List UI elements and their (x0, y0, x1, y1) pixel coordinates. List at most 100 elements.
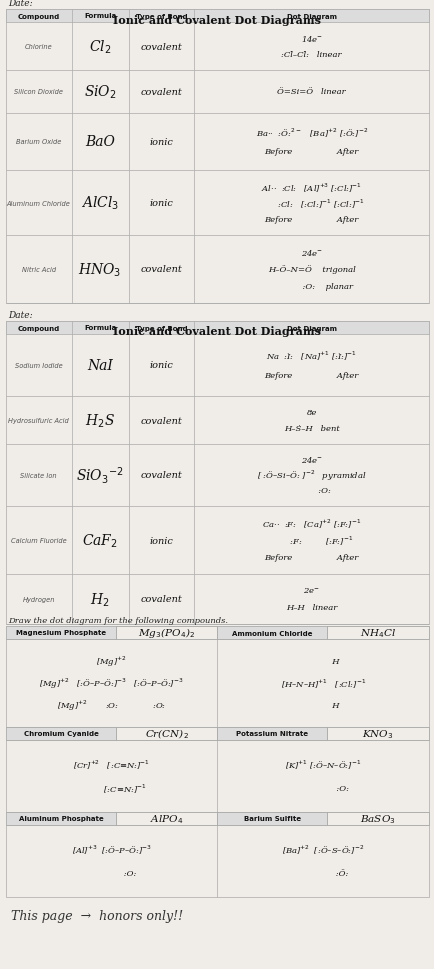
Text: Type of Bond: Type of Bond (135, 14, 187, 19)
Bar (116, 812, 217, 826)
Bar (327, 812, 428, 826)
Text: NaI: NaI (87, 359, 113, 373)
Text: This page  →  honors only!!: This page → honors only!! (11, 909, 183, 922)
Text: Nitric Acid: Nitric Acid (22, 266, 56, 272)
Text: HNO$_3$: HNO$_3$ (78, 261, 122, 278)
Text: Barium Sulfite: Barium Sulfite (243, 816, 300, 822)
Text: Compound: Compound (18, 14, 60, 19)
Bar (217, 812, 327, 826)
Text: Draw the dot diagram for the following compounds.: Draw the dot diagram for the following c… (8, 616, 227, 624)
Text: covalent: covalent (140, 416, 182, 425)
Text: CaF$_2$: CaF$_2$ (82, 532, 118, 549)
Text: Before                 After: Before After (264, 215, 358, 224)
Text: Ba··  :Ö:$^{2-}$   [Ba]$^{+2}$ [:Ö:]$^{-2}$: Ba·· :Ö:$^{2-}$ [Ba]$^{+2}$ [:Ö:]$^{-2}$ (255, 127, 367, 140)
Text: :O:    planar: :O: planar (270, 283, 352, 291)
Text: :O:: :O: (296, 784, 349, 793)
Text: [Ba]$^{+2}$  [:Ö–S–Ö:]$^{-2}$: [Ba]$^{+2}$ [:Ö–S–Ö:]$^{-2}$ (282, 843, 364, 856)
Text: Before                 After: Before After (264, 148, 358, 156)
Text: 14e$^{-}$: 14e$^{-}$ (300, 34, 322, 44)
Text: Before                 After: Before After (264, 372, 358, 380)
Text: Na  :İ:   [Na]$^{+1}$ [:İ:]$^{-1}$: Na :İ: [Na]$^{+1}$ [:İ:]$^{-1}$ (266, 349, 356, 361)
Text: Chlorine: Chlorine (25, 44, 53, 50)
Text: 24e$^{-}$: 24e$^{-}$ (300, 455, 322, 465)
Text: Sodium Iodide: Sodium Iodide (15, 362, 62, 368)
Text: [Mg]$^{+2}$       :O:             :O:: [Mg]$^{+2}$ :O: :O: (57, 698, 166, 712)
Text: Ö=Si=Ö   linear: Ö=Si=Ö linear (276, 88, 345, 96)
Text: Dot Diagram: Dot Diagram (286, 14, 336, 19)
Text: Ionic and Covalent Dot Diagrams: Ionic and Covalent Dot Diagrams (113, 15, 321, 26)
Text: Aluminum Chloride: Aluminum Chloride (7, 201, 71, 206)
Text: covalent: covalent (140, 43, 182, 51)
Text: :Cl:   [:Cl:]$^{-1}$ [:Cl:]$^{-1}$: :Cl: [:Cl:]$^{-1}$ [:Cl:]$^{-1}$ (258, 197, 364, 209)
Text: Magnesium Phosphate: Magnesium Phosphate (16, 630, 106, 636)
Bar (327, 626, 428, 640)
Text: H–H   linear: H–H linear (285, 604, 336, 611)
Text: :Ö:: :Ö: (298, 869, 347, 877)
Text: [H–N–H]$^{+1}$   [:Cl:]$^{-1}$: [H–N–H]$^{+1}$ [:Cl:]$^{-1}$ (280, 677, 365, 690)
Text: :O:: :O: (87, 869, 136, 877)
Text: H$_2$S: H$_2$S (85, 412, 115, 429)
Text: AlPO$_4$: AlPO$_4$ (150, 812, 183, 825)
Bar (217, 626, 327, 640)
Text: ionic: ionic (149, 536, 173, 545)
Text: NH$_4$Cl: NH$_4$Cl (359, 626, 395, 640)
Text: Ammonium Chloride: Ammonium Chloride (232, 630, 312, 636)
Text: covalent: covalent (140, 266, 182, 274)
Text: Mg$_3$(PO$_4$)$_2$: Mg$_3$(PO$_4$)$_2$ (138, 626, 195, 640)
Text: Barium Oxide: Barium Oxide (16, 140, 61, 145)
Text: :Cl̇–Cl̇:   linear: :Cl̇–Cl̇: linear (281, 51, 341, 59)
Text: Type of Bond: Type of Bond (135, 326, 187, 331)
Text: Cr(CN)$_2$: Cr(CN)$_2$ (145, 727, 188, 740)
Bar (6, 626, 116, 640)
Text: Aluminum Phosphate: Aluminum Phosphate (19, 816, 103, 822)
Text: Potassium Nitrate: Potassium Nitrate (236, 731, 308, 736)
Text: covalent: covalent (140, 471, 182, 480)
Bar (6, 626, 428, 897)
Text: :F:         [:F:]$^{-1}$: :F: [:F:]$^{-1}$ (270, 534, 352, 547)
Text: Hydrosulfuric Acid: Hydrosulfuric Acid (8, 418, 69, 423)
Text: KNO$_3$: KNO$_3$ (362, 728, 393, 740)
Text: H: H (306, 702, 339, 709)
Text: Compound: Compound (18, 326, 60, 331)
Text: [:C≡N:]$^{-1}$: [:C≡N:]$^{-1}$ (77, 782, 146, 795)
Text: Hydrogen: Hydrogen (23, 596, 55, 603)
Text: SiO$_3$$^{-2}$: SiO$_3$$^{-2}$ (76, 465, 124, 486)
Text: 2e$^{-}$: 2e$^{-}$ (302, 586, 319, 596)
Text: [Cr]$^{+2}$   [:C≡N:]$^{-1}$: [Cr]$^{+2}$ [:C≡N:]$^{-1}$ (73, 758, 150, 770)
Text: [Mg]$^{+2}$: [Mg]$^{+2}$ (96, 654, 127, 669)
Text: Date:: Date: (8, 0, 33, 8)
Text: [Al]$^{+3}$  [:Ö–P–Ö:]$^{-3}$: [Al]$^{+3}$ [:Ö–P–Ö:]$^{-3}$ (72, 843, 151, 856)
Text: H–Ö–N=Ö    trigonal: H–Ö–N=Ö trigonal (267, 266, 355, 274)
Text: Ionic and Covalent Dot Diagrams: Ionic and Covalent Dot Diagrams (113, 326, 321, 336)
Text: Silicate Ion: Silicate Ion (20, 473, 57, 479)
Bar (6, 322, 428, 334)
Bar (6, 10, 428, 23)
Text: ionic: ionic (149, 199, 173, 207)
Text: Dot Diagram: Dot Diagram (286, 326, 336, 331)
Text: SiO$_2$: SiO$_2$ (84, 83, 116, 101)
Bar (6, 728, 116, 740)
Text: Calcium Fluoride: Calcium Fluoride (11, 538, 66, 544)
Text: H–Ṡ–H   bent: H–Ṡ–H bent (283, 424, 339, 432)
Text: Date:: Date: (8, 311, 33, 320)
Text: Before                 After: Before After (264, 553, 358, 561)
Text: H: H (306, 657, 339, 666)
Text: AlCl$_3$: AlCl$_3$ (81, 195, 119, 212)
Text: ionic: ionic (149, 361, 173, 370)
Text: Formula: Formula (84, 326, 116, 331)
Text: [Mg]$^{+2}$   [:Ö–P–Ö:]$^{-3}$   [:Ö–P–Ö:]$^{-3}$: [Mg]$^{+2}$ [:Ö–P–Ö:]$^{-3}$ [:Ö–P–Ö:]$^… (39, 676, 184, 691)
Bar (327, 728, 428, 740)
Text: Al··  :Cl:   [Al]$^{+3}$ [:Cl:]$^{-1}$: Al·· :Cl: [Al]$^{+3}$ [:Cl:]$^{-1}$ (260, 180, 361, 194)
Text: Ca··  :F:   [Ca]$^{+2}$ [:F:]$^{-1}$: Ca·· :F: [Ca]$^{+2}$ [:F:]$^{-1}$ (261, 517, 360, 530)
Text: H$_2$: H$_2$ (90, 591, 110, 609)
Bar (217, 728, 327, 740)
Bar (6, 10, 428, 303)
Text: Cl$_2$: Cl$_2$ (89, 38, 111, 55)
Text: Formula: Formula (84, 14, 116, 19)
Bar (6, 322, 428, 624)
Text: 24e$^{-}$: 24e$^{-}$ (300, 248, 322, 258)
Bar (6, 812, 116, 826)
Text: covalent: covalent (140, 595, 182, 604)
Text: Silicon Dioxide: Silicon Dioxide (14, 89, 63, 95)
Text: BaO: BaO (85, 136, 115, 149)
